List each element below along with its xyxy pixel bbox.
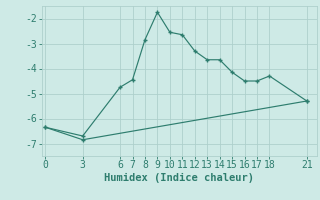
X-axis label: Humidex (Indice chaleur): Humidex (Indice chaleur) bbox=[104, 173, 254, 183]
